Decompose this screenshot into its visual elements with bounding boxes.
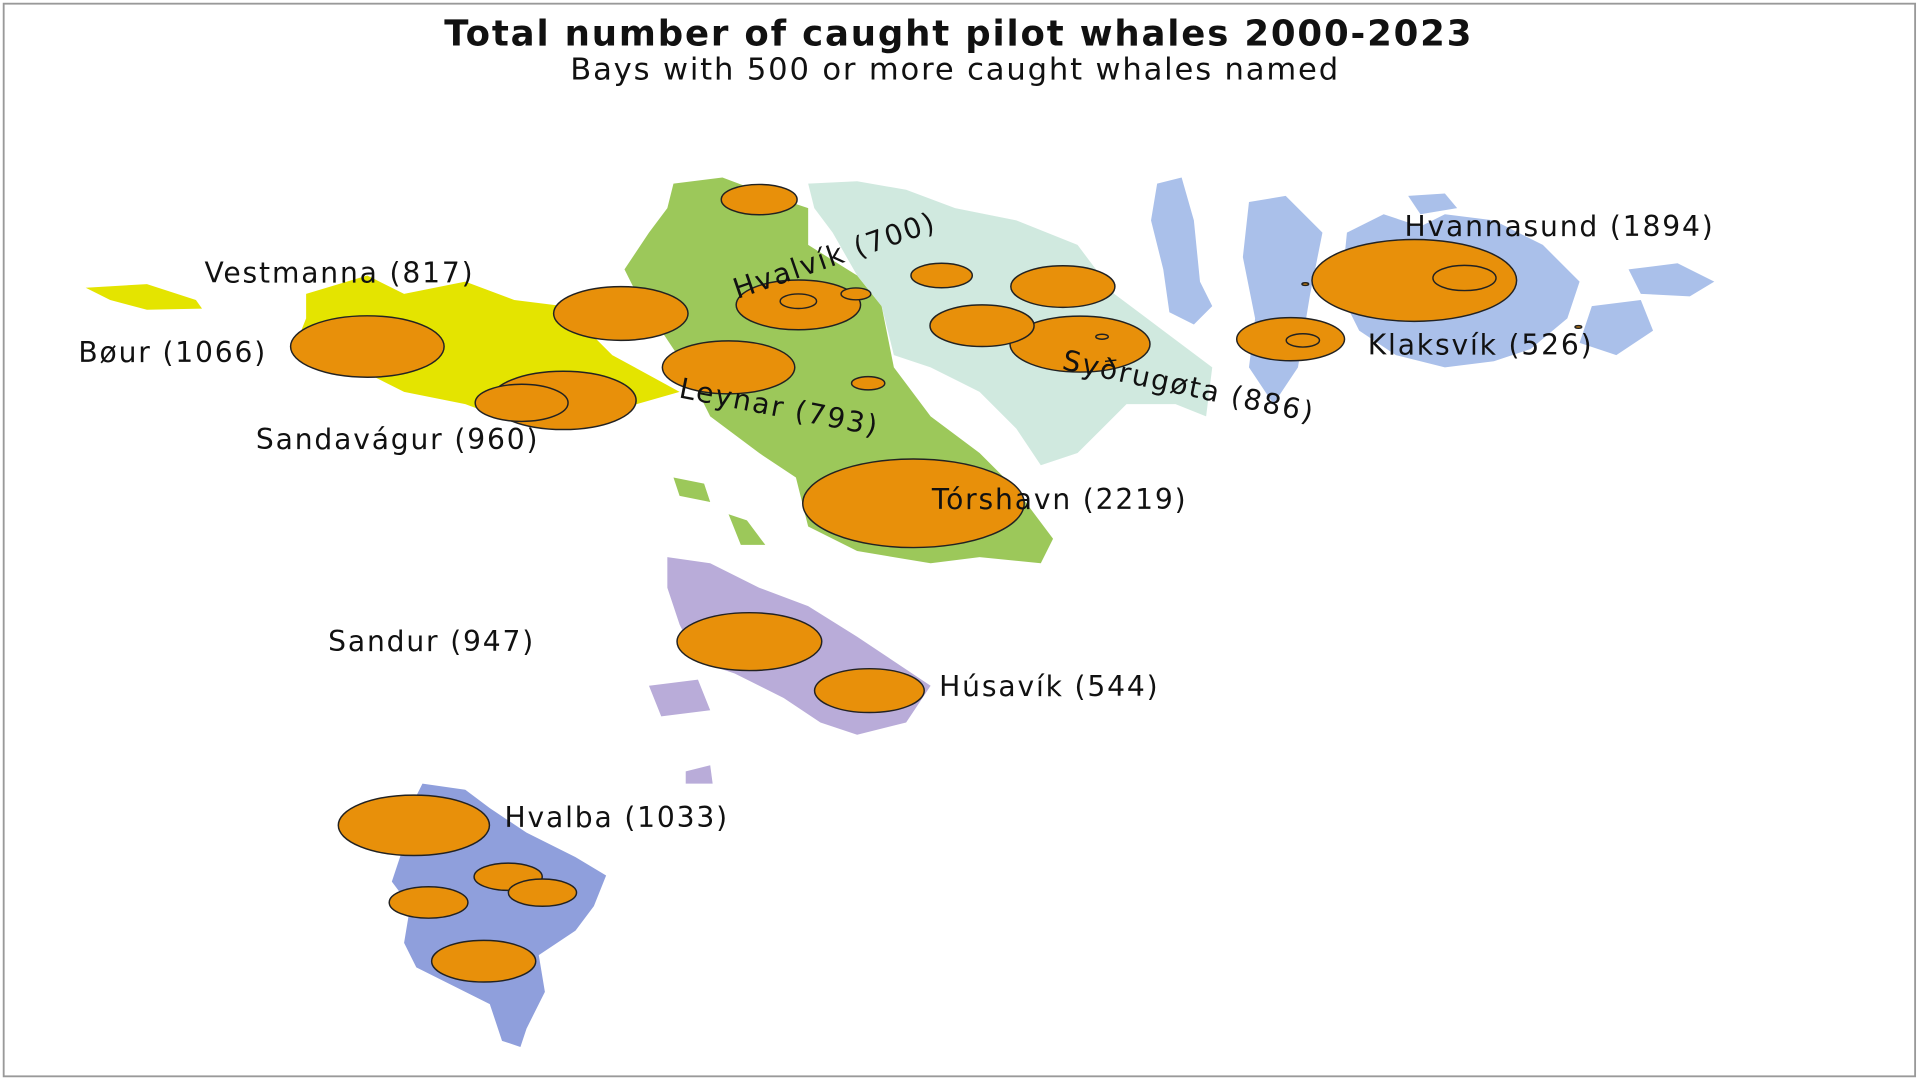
island-north: [1579, 300, 1654, 356]
bubble: [1095, 333, 1109, 340]
bubble: [720, 183, 798, 216]
bubble: [1285, 333, 1321, 348]
bubble: [289, 315, 445, 378]
bubble: [1010, 264, 1116, 309]
bubble: [552, 285, 689, 342]
island-north: [1151, 177, 1213, 325]
island-mykines: [85, 284, 203, 310]
bay-label: Sandavágur (960): [256, 423, 539, 456]
bubble: [929, 304, 1035, 348]
bubble: [1009, 315, 1151, 373]
islet: [685, 765, 713, 784]
bubble: [507, 878, 578, 908]
bubble: [1301, 282, 1310, 287]
bubble: [801, 458, 1025, 549]
bubble: [813, 667, 925, 714]
islet: [728, 514, 766, 545]
bubble: [840, 287, 872, 301]
bubble: [1432, 264, 1497, 292]
bubble: [779, 293, 818, 310]
island-north: [1408, 193, 1458, 215]
bubble: [1311, 238, 1518, 323]
bay-label: Tórshavn (2219): [931, 483, 1188, 516]
bubble: [1574, 324, 1583, 330]
bay-label: Húsavík (544): [939, 670, 1159, 703]
bubble: [388, 885, 469, 919]
bubble: [850, 375, 886, 391]
bubble: [474, 383, 569, 423]
bay-label: Hvalba (1033): [504, 801, 729, 834]
bay-label: Hvannasund (1894): [1404, 210, 1714, 243]
island-north: [1628, 263, 1715, 297]
bay-label: Bøur (1066): [78, 336, 267, 369]
bubble: [910, 262, 974, 289]
bubble: [661, 340, 796, 395]
island-skuvoy: [648, 679, 711, 717]
bay-label: Klaksvík (526): [1368, 329, 1594, 362]
islet: [673, 477, 711, 503]
bay-label: Sandur (947): [328, 625, 535, 658]
bubble: [676, 611, 823, 672]
map-title: Total number of caught pilot whales 2000…: [444, 14, 1473, 55]
bubble: [337, 794, 491, 857]
bay-label: Vestmanna (817): [204, 256, 474, 289]
bubble: [430, 939, 537, 983]
map-subtitle: Bays with 500 or more caught whales name…: [570, 53, 1340, 88]
